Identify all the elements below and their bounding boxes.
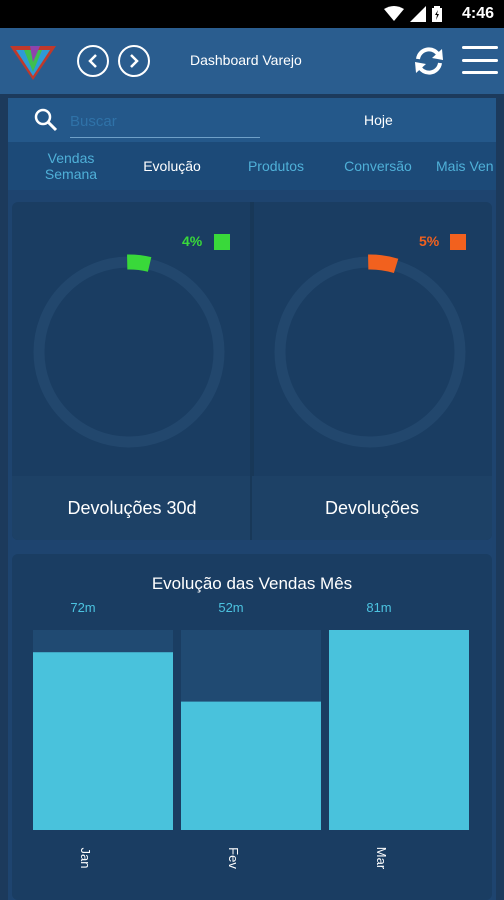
gauge-arc-0	[127, 254, 152, 272]
app-title: Dashboard Varejo	[190, 52, 302, 68]
bar-value-label: 81m	[366, 600, 391, 615]
gauge-title: Devoluções	[252, 476, 492, 540]
refresh-icon[interactable]	[412, 44, 446, 78]
gauge-ring	[274, 254, 466, 448]
bar-fev	[181, 701, 321, 830]
bar-value-label: 72m	[70, 600, 95, 615]
gauge-legend-square	[450, 234, 466, 250]
status-bar: 4:46	[0, 0, 504, 28]
tab-conversao[interactable]: Conversão	[344, 158, 412, 174]
search-row: Hoje	[8, 98, 496, 142]
app-bar: Dashboard Varejo	[0, 28, 504, 94]
menu-button[interactable]	[462, 46, 498, 74]
bar-jan	[33, 652, 173, 830]
bar-value-label: 52m	[218, 600, 243, 615]
tab-evolucao[interactable]: Evolução	[143, 158, 201, 174]
wifi-icon	[384, 6, 404, 21]
x-tick-label: Mar	[374, 847, 389, 870]
gauge-returns: 5% Devoluções	[252, 202, 492, 540]
x-tick-label: Jan	[78, 848, 93, 869]
bar-mar	[329, 630, 469, 830]
gauge-track	[274, 256, 466, 448]
battery-icon	[432, 6, 442, 22]
chevron-right-icon	[130, 54, 139, 68]
status-icons	[384, 6, 442, 22]
gauge-divider	[250, 202, 254, 540]
main-panel: Hoje Vendas Semana Evolução Produtos Con…	[8, 98, 496, 900]
chart-title: Evolução das Vendas Mês	[151, 574, 353, 593]
chevron-left-icon	[88, 54, 97, 68]
bar-chart: 72m Jan 52m Fev 81m Mar	[33, 600, 469, 870]
menu-bar-icon	[462, 71, 498, 74]
sales-evolution-card: Evolução das Vendas Mês 72m Jan 52m Fev 81m M…	[12, 554, 492, 900]
tab-vendas-semana[interactable]: Vendas Semana	[44, 150, 98, 182]
gauge-title: Devoluções 30d	[12, 476, 252, 540]
tab-bar: Vendas Semana Evolução Produtos Conversã…	[8, 142, 496, 190]
forward-button[interactable]	[118, 45, 150, 77]
x-tick-label: Fev	[226, 847, 241, 869]
tab-mais-vendidos[interactable]: Mais Ven	[436, 158, 494, 174]
gauge-returns-30d: 4% Devoluções 30d	[12, 202, 252, 540]
gauge-track	[33, 256, 225, 448]
search-icon[interactable]	[34, 108, 58, 132]
menu-bar-icon	[462, 46, 498, 49]
gauge-legend-square	[214, 234, 230, 250]
gauge-percent: 5%	[419, 233, 440, 249]
status-time: 4:46	[461, 5, 494, 22]
menu-bar-icon	[462, 58, 498, 62]
tab-produtos[interactable]: Produtos	[247, 158, 305, 174]
back-button[interactable]	[77, 45, 109, 77]
gauge-percent: 4%	[182, 233, 203, 249]
gauge-ring	[33, 254, 225, 448]
returns-card: 4% Devoluções 30d 5% Devoluções	[12, 202, 492, 540]
period-selector[interactable]: Hoje	[364, 112, 393, 128]
gauge-arc-1	[368, 254, 399, 274]
app-logo-icon	[10, 46, 56, 80]
search-input[interactable]	[70, 106, 260, 138]
signal-icon	[410, 6, 426, 22]
